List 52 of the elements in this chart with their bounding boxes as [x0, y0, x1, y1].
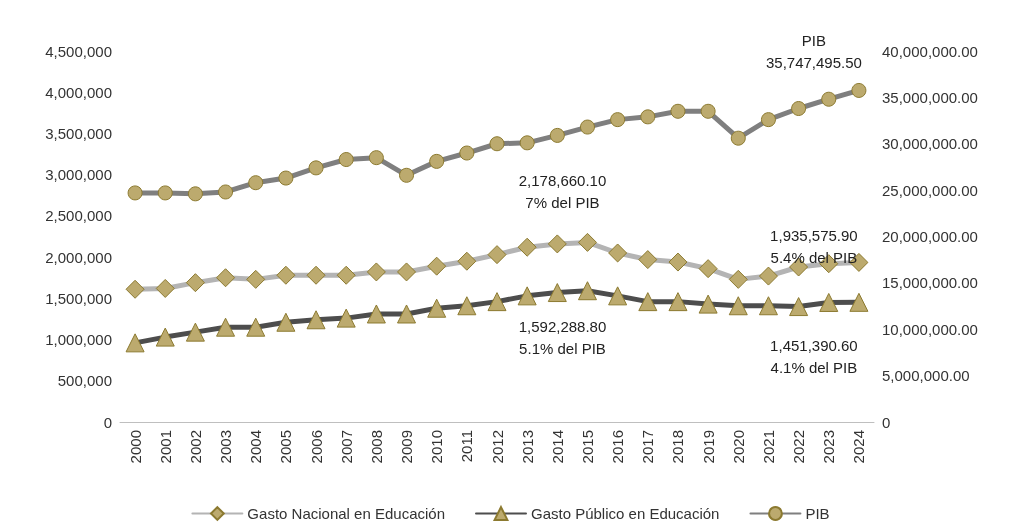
legend-label: Gasto Público en Educación — [531, 505, 720, 522]
y-tick-label: 1,500,000 — [45, 289, 112, 307]
y2-tick-label: 25,000,000.00 — [882, 181, 978, 199]
x-tick-label: 2016 — [609, 430, 627, 464]
x-tick-label: 2000 — [126, 430, 144, 464]
x-tick-label: 2001 — [156, 430, 174, 464]
legend-label: Gasto Nacional en Educación — [247, 505, 445, 522]
y-tick-label: 3,500,000 — [45, 124, 112, 142]
y-tick-label: 2,000,000 — [45, 248, 112, 266]
x-tick-label: 2004 — [247, 430, 265, 464]
y2-tick-label: 5,000,000.00 — [882, 367, 970, 385]
x-tick-label: 2010 — [428, 430, 446, 464]
y2-tick-label: 10,000,000.00 — [882, 320, 978, 338]
x-tick-label: 2019 — [699, 430, 717, 464]
y-tick-label: 3,000,000 — [45, 166, 112, 184]
x-tick-label: 2020 — [729, 430, 747, 464]
x-tick-label: 2008 — [367, 430, 385, 464]
x-tick-label: 2023 — [820, 430, 838, 464]
x-tick-label: 2017 — [639, 430, 657, 464]
y2-tick-label: 35,000,000.00 — [882, 88, 978, 106]
y-tick-label: 2,500,000 — [45, 207, 112, 225]
data-label: 2,178,660.10 7% del PIB — [518, 172, 607, 212]
x-tick-label: 2022 — [790, 430, 808, 464]
y-tick-label: 4,500,000 — [45, 42, 112, 60]
x-tick-label: 2005 — [277, 430, 295, 464]
y-tick-label: 500,000 — [57, 372, 112, 390]
x-tick-label: 2015 — [578, 430, 596, 464]
data-label: PIB 35,747,495.50 — [765, 32, 862, 72]
y-tick-label: 1,000,000 — [45, 331, 112, 349]
x-tick-label: 2002 — [186, 430, 204, 464]
x-tick-label: 2006 — [307, 430, 325, 464]
data-label: 1,451,390.60 4.1% del PIB — [770, 337, 858, 377]
data-label: 1,935,575.90 5.4% del PIB — [770, 227, 858, 267]
x-tick-label: 2021 — [759, 430, 777, 464]
y2-tick-label: 0 — [882, 413, 891, 431]
y2-tick-label: 15,000,000.00 — [882, 274, 978, 292]
x-tick-label: 2011 — [458, 430, 476, 463]
y2-tick-label: 40,000,000.00 — [882, 42, 978, 60]
x-tick-label: 2012 — [488, 430, 506, 464]
x-tick-label: 2003 — [217, 430, 235, 464]
y2-tick-label: 20,000,000.00 — [882, 228, 978, 245]
y2-tick-label: 30,000,000.00 — [882, 135, 978, 153]
data-label: 1,592,288.80 5.1% del PIB — [518, 317, 607, 357]
x-tick-label: 2024 — [850, 430, 868, 464]
x-tick-label: 2009 — [398, 430, 416, 464]
x-tick-label: 2007 — [337, 430, 355, 464]
legend-label: PIB — [805, 505, 830, 522]
x-tick-label: 2018 — [669, 430, 687, 464]
x-tick-label: 2014 — [548, 430, 566, 464]
y-tick-label: 4,000,000 — [45, 83, 112, 101]
x-tick-label: 2013 — [518, 430, 536, 464]
y-tick-label: 0 — [103, 413, 112, 431]
